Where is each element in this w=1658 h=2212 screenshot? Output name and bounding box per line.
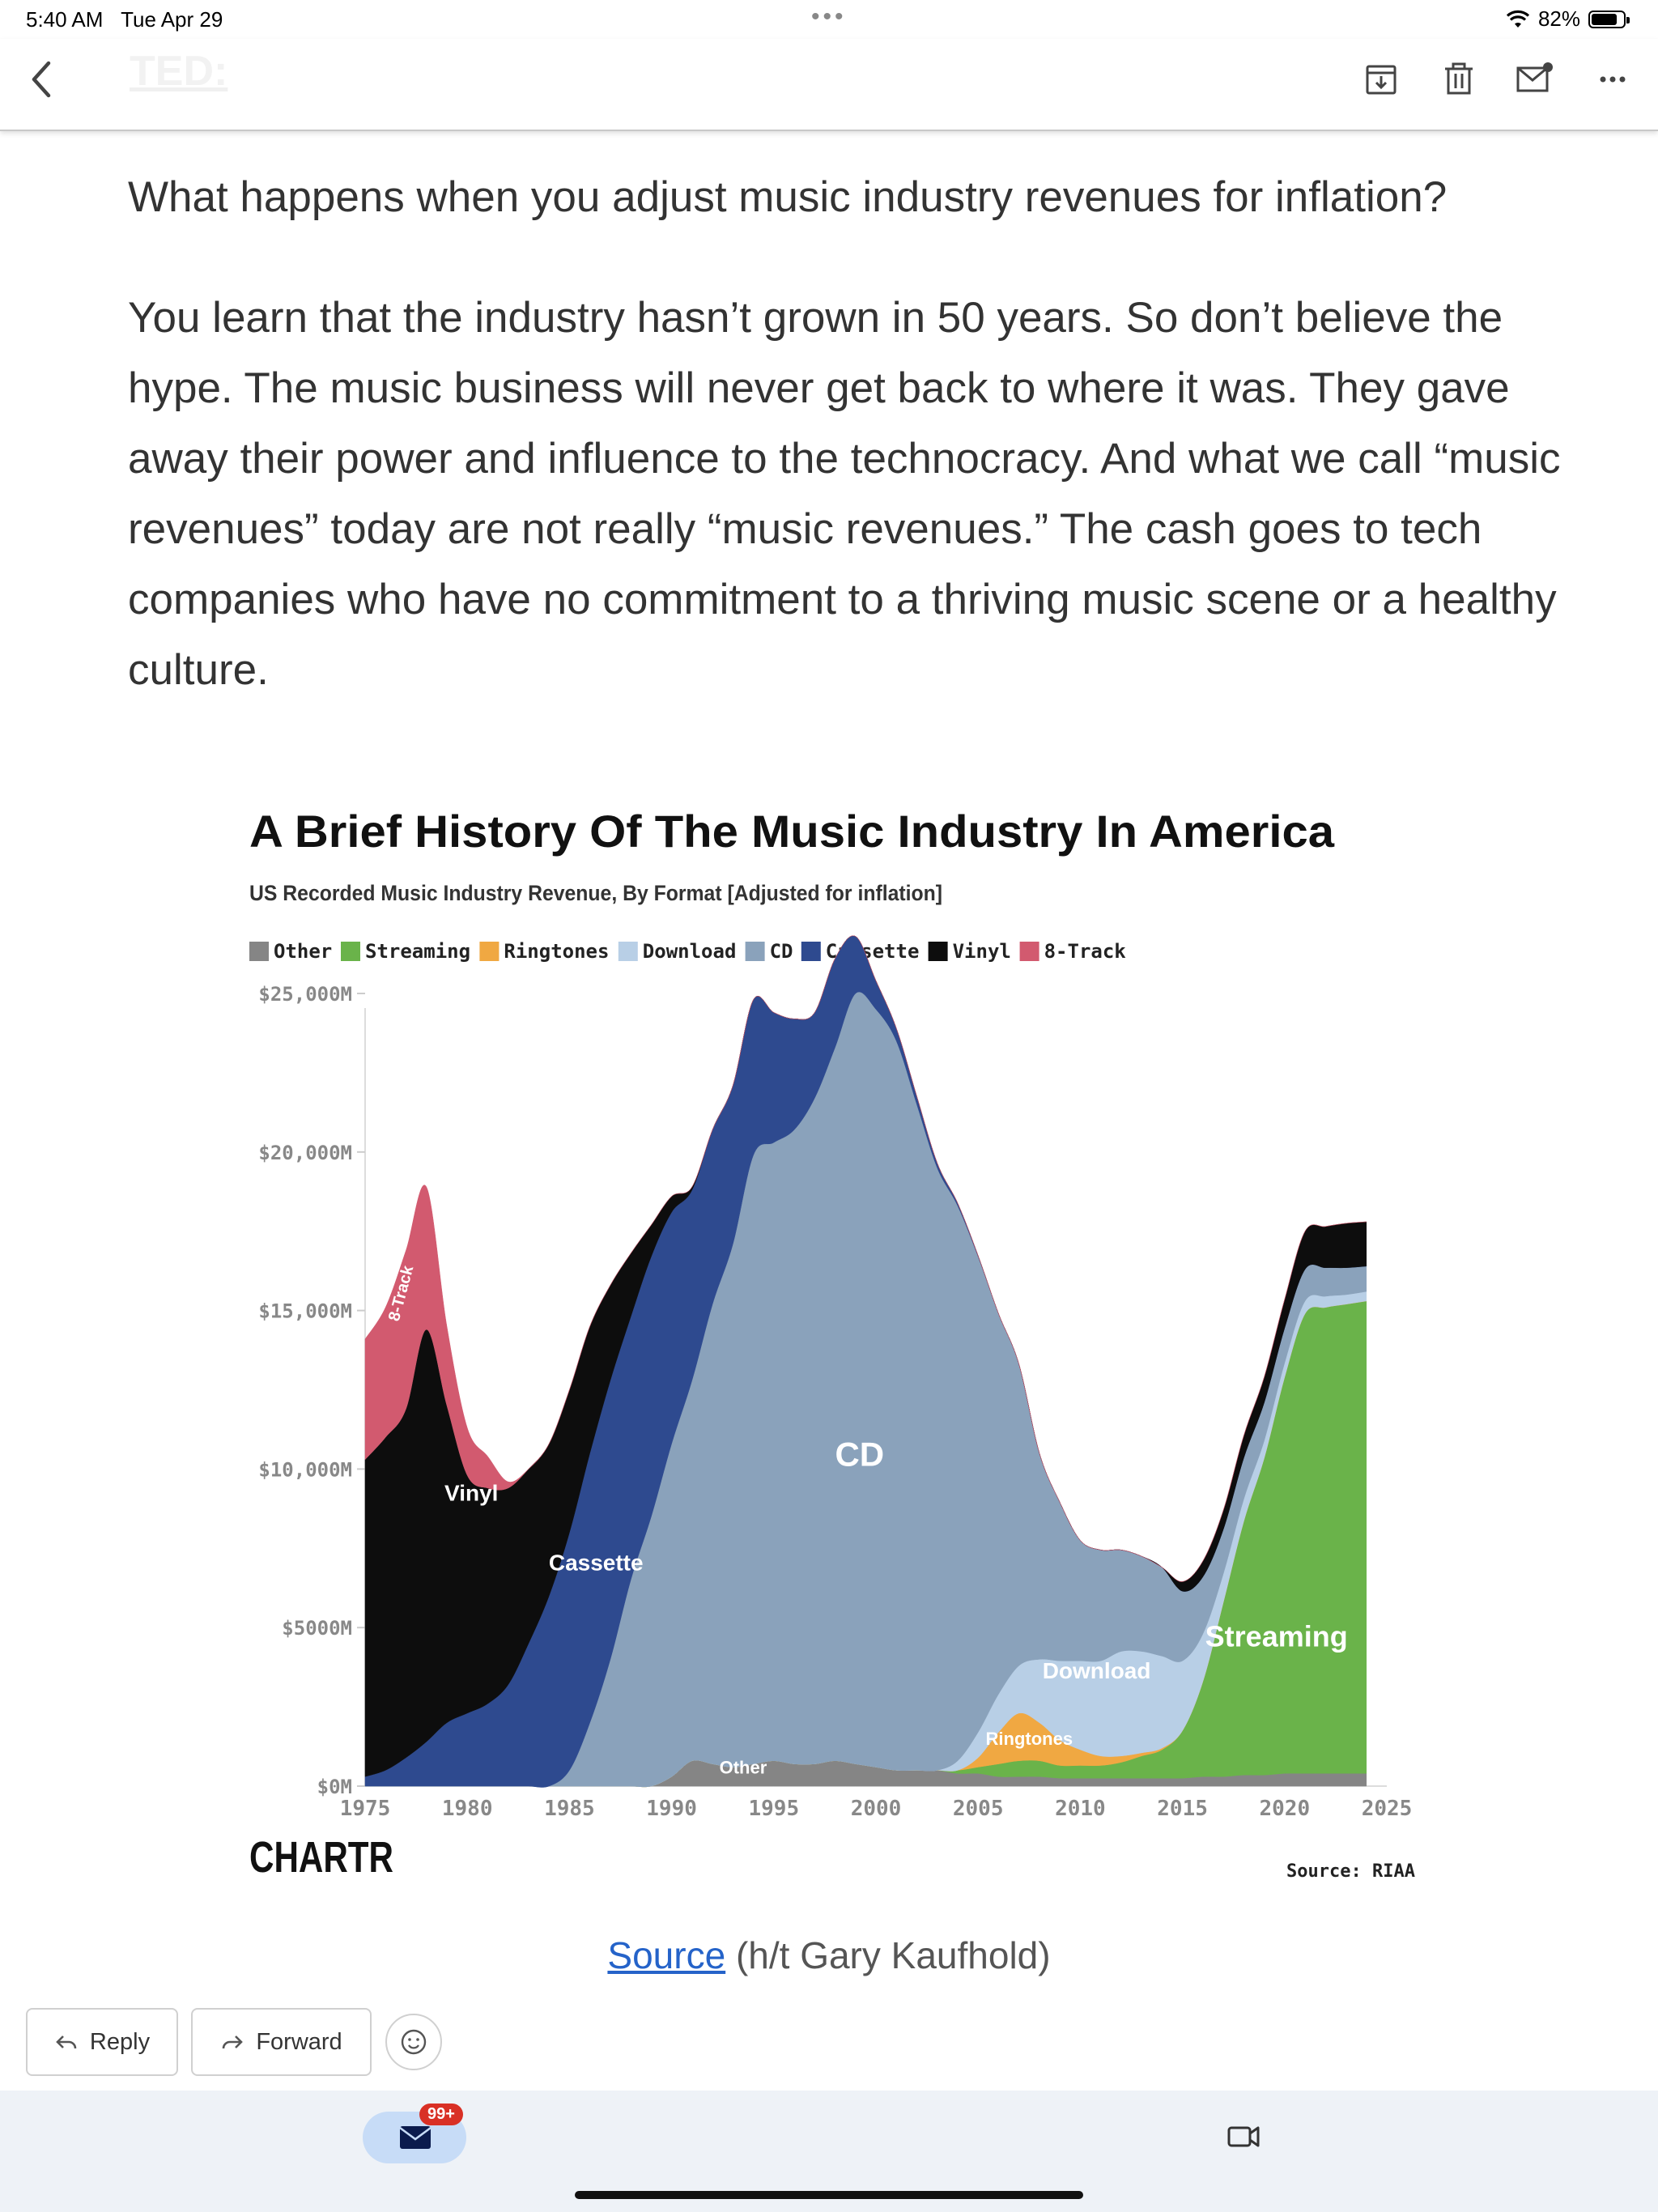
trash-icon[interactable] xyxy=(1438,58,1480,100)
series-label: Download xyxy=(1043,1658,1151,1683)
video-camera-icon[interactable] xyxy=(1224,2116,1263,2155)
x-tick-label: 2005 xyxy=(953,1797,1004,1821)
legend-swatch xyxy=(618,942,638,961)
x-tick-label: 1995 xyxy=(748,1797,799,1821)
legend-swatch xyxy=(1019,942,1039,961)
smiley-icon xyxy=(401,2029,427,2055)
series-label: Ringtones xyxy=(986,1729,1073,1749)
source-line: Source (h/t Gary Kaufhold) xyxy=(0,1933,1658,1977)
back-arrow-icon[interactable] xyxy=(18,55,66,104)
forward-button[interactable]: Forward xyxy=(191,2008,372,2076)
forward-arrow-icon xyxy=(223,2035,244,2049)
x-tick-label: 2000 xyxy=(851,1797,902,1821)
y-tick-label: $20,000M xyxy=(258,1142,352,1164)
y-tick-label: $25,000M xyxy=(258,983,352,1006)
emoji-reaction-button[interactable] xyxy=(385,2014,442,2070)
wifi-icon xyxy=(1506,10,1530,28)
y-tick-label: $15,000M xyxy=(258,1300,352,1323)
series-label: Streaming xyxy=(1205,1620,1348,1653)
faded-subject-title: TED: xyxy=(130,48,228,95)
chart-source: Source: RIAA xyxy=(1286,1861,1415,1882)
x-tick-label: 2015 xyxy=(1157,1797,1208,1821)
legend-swatch xyxy=(479,942,500,961)
chart-subtitle: US Recorded Music Industry Revenue, By F… xyxy=(249,881,942,905)
legend-label: Vinyl xyxy=(953,940,1011,963)
y-tick-label: $0M xyxy=(317,1776,352,1798)
source-link[interactable]: Source xyxy=(607,1934,726,1976)
legend-label: Other xyxy=(274,940,332,963)
legend-label: 8-Track xyxy=(1044,940,1127,963)
app-bar: TED: xyxy=(0,39,1658,131)
more-icon[interactable] xyxy=(1592,58,1634,100)
chartr-logo: CHARTR xyxy=(249,1833,393,1882)
series-label: Other xyxy=(720,1757,767,1777)
mail-icon xyxy=(399,2126,432,2149)
legend-swatch xyxy=(249,942,269,961)
legend-label: CD xyxy=(770,940,793,963)
x-tick-label: 2025 xyxy=(1362,1797,1413,1821)
reply-label: Reply xyxy=(89,2028,151,2055)
music-revenue-chart: A Brief History Of The Music Industry In… xyxy=(249,806,1415,1882)
legend-label: Download xyxy=(643,940,737,963)
legend-swatch xyxy=(341,942,360,961)
status-time: 5:40 AM Tue Apr 29 xyxy=(26,7,223,32)
x-tick-label: 2020 xyxy=(1259,1797,1310,1821)
home-indicator xyxy=(575,2191,1083,2199)
paragraph-main: You learn that the industry hasn’t grown… xyxy=(128,294,1561,694)
legend-swatch xyxy=(745,942,765,961)
x-tick-label: 1985 xyxy=(544,1797,595,1821)
chart-title: A Brief History Of The Music Industry In… xyxy=(249,806,1335,857)
forward-label: Forward xyxy=(256,2028,342,2055)
mark-unread-icon[interactable] xyxy=(1514,58,1556,100)
x-tick-label: 1975 xyxy=(340,1797,391,1821)
bottom-nav: 99+ xyxy=(0,2091,1658,2212)
unread-count-badge: 99+ xyxy=(419,2104,463,2125)
legend-swatch xyxy=(928,942,948,961)
status-right: 82% xyxy=(1506,6,1630,32)
multitasking-dots-icon[interactable]: ••• xyxy=(811,3,847,30)
paragraph-question: What happens when you adjust music indus… xyxy=(128,173,1448,221)
x-tick-label: 1980 xyxy=(442,1797,493,1821)
x-tick-label: 2010 xyxy=(1055,1797,1106,1821)
legend-label: Streaming xyxy=(365,940,470,963)
series-area-8-track xyxy=(364,935,1367,1582)
legend-swatch xyxy=(801,942,821,961)
archive-icon[interactable] xyxy=(1360,58,1402,100)
series-label: Vinyl xyxy=(444,1481,498,1506)
status-bar: 5:40 AM Tue Apr 29 ••• 82% xyxy=(0,0,1658,39)
series-label: CD xyxy=(835,1435,884,1473)
battery-icon xyxy=(1588,10,1630,28)
y-tick-label: $5000M xyxy=(282,1617,352,1640)
y-tick-label: $10,000M xyxy=(258,1458,352,1481)
battery-percent: 82% xyxy=(1537,6,1580,31)
legend-label: Ringtones xyxy=(504,940,609,963)
reply-arrow-icon xyxy=(56,2035,77,2049)
reply-button[interactable]: Reply xyxy=(26,2008,178,2076)
email-body: What happens when you adjust music indus… xyxy=(128,162,1601,755)
source-credit: (h/t Gary Kaufhold) xyxy=(725,1934,1051,1976)
x-tick-label: 1990 xyxy=(646,1797,697,1821)
series-label: Cassette xyxy=(549,1551,644,1576)
